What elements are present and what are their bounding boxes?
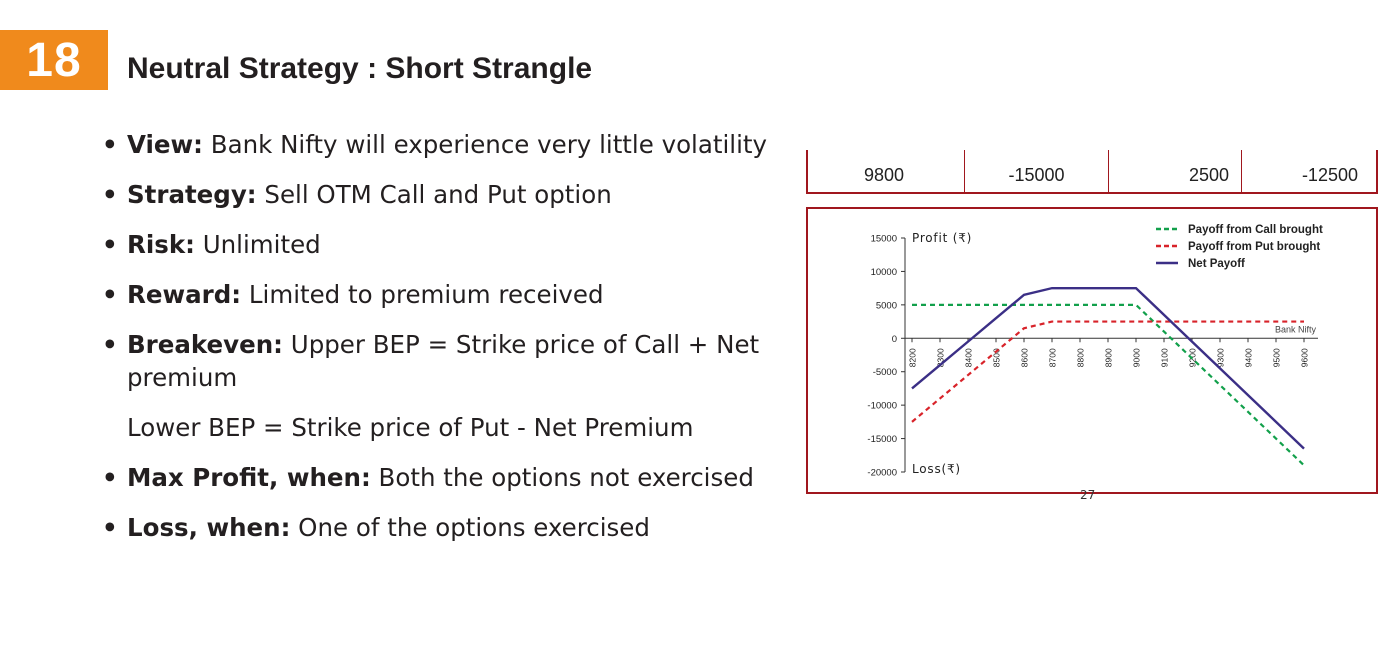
series-line-3 — [911, 286, 1305, 450]
x-tick-label: 9000 — [1132, 348, 1142, 367]
x-tick-label: 8800 — [1076, 348, 1086, 367]
bullet-view: • View: Bank Nifty will experience very … — [102, 128, 767, 161]
bullet-text: Bank Nifty will experience very little v… — [202, 130, 768, 159]
y-axis-label-profit: Profit (₹) — [912, 231, 972, 245]
table-cell-put-payoff: 2500 — [1108, 150, 1241, 192]
x-tick-label: 9600 — [1300, 348, 1310, 367]
table-cell-price: 9800 — [863, 165, 905, 185]
bullet-dot-icon: • — [102, 130, 118, 159]
x-tick-label: 8300 — [936, 348, 946, 367]
bullet-dot-icon: • — [102, 180, 118, 209]
slide-title: Neutral Strategy : Short Strangle — [127, 52, 593, 85]
y-tick-label: 5000 — [876, 300, 897, 311]
bullet-text: Unlimited — [194, 230, 321, 259]
bullet-breakeven: • Breakeven: Upper BEP = Strike price of… — [102, 328, 762, 394]
x-tick-label: 8500 — [992, 348, 1002, 367]
series-line-2 — [911, 320, 1304, 423]
page-number: 27 — [1080, 488, 1096, 502]
bullet-list: • View: Bank Nifty will experience very … — [102, 128, 767, 561]
bullet-text: Sell OTM Call and Put option — [256, 180, 612, 209]
x-tick-label: 9300 — [1216, 348, 1226, 367]
series-line-1 — [912, 303, 1305, 467]
bullet-text: Limited to premium received — [241, 280, 604, 309]
bullet-dot-icon: • — [102, 330, 118, 359]
bullet-text: Upper BEP = Strike price of Call + Net — [282, 330, 760, 359]
y-tick-label: -5000 — [873, 367, 897, 378]
y-tick-label: 15000 — [871, 234, 897, 245]
bullet-label: Loss, when: — [127, 513, 291, 542]
bullet-label: Strategy: — [127, 180, 257, 209]
payoff-table-row: 9800 -15000 2500 -12500 — [806, 150, 1378, 194]
x-tick-label: 8400 — [964, 348, 974, 367]
slide-number-badge: 18 — [0, 30, 108, 90]
bullet-dot-icon: • — [102, 280, 118, 309]
bullet-reward: • Reward: Limited to premium received — [102, 278, 762, 311]
bullet-label: Reward: — [127, 280, 242, 309]
payoff-chart: 15000 10000 5000 0 -5000 -10000 -15000 -20000 Pr… — [806, 207, 1378, 494]
bullet-risk: • Risk: Unlimited — [102, 228, 762, 261]
bullet-strategy: • Strategy: Sell OTM Call and Put option — [102, 178, 762, 211]
legend-label: Net Payoff — [1188, 258, 1245, 270]
y-tick-label: 0 — [892, 334, 897, 345]
x-tick-label: 9500 — [1272, 348, 1282, 367]
y-tick-label: -10000 — [867, 401, 897, 412]
x-tick-label: 9400 — [1244, 348, 1254, 367]
payoff-chart-svg: 15000 10000 5000 0 -5000 -10000 -15000 -20000 Pr… — [867, 224, 1323, 479]
y-axis-label-loss: Loss(₹) — [912, 462, 961, 476]
bullet-dot-icon: • — [102, 230, 118, 259]
x-tick-label: 9100 — [1160, 348, 1170, 367]
bullet-text: Both the options not exercised — [370, 463, 754, 492]
bullet-loss: • Loss, when: One of the options exercis… — [102, 511, 762, 544]
bullet-label: Risk: — [127, 230, 195, 259]
y-tick-label: 10000 — [871, 267, 897, 278]
bullet-continuation: premium — [127, 363, 238, 392]
x-tick-label: 8600 — [1020, 348, 1030, 367]
bullet-label: Max Profit, when: — [127, 463, 371, 492]
lower-bep-line: Lower BEP = Strike price of Put - Net Pr… — [127, 413, 694, 442]
bullet-label: Breakeven: — [127, 330, 283, 359]
x-axis-label: Bank Nifty — [1275, 324, 1317, 334]
bullet-max-profit: • Max Profit, when: Both the options not… — [102, 461, 762, 494]
bullet-dot-icon: • — [102, 513, 118, 542]
bullet-dot-icon: • — [102, 463, 118, 492]
bullet-text: One of the options exercised — [290, 513, 650, 542]
x-tick-label: 8900 — [1104, 348, 1114, 367]
x-tick-label: 8700 — [1048, 348, 1058, 367]
y-tick-label: -20000 — [867, 468, 897, 479]
legend-label: Payoff from Put brought — [1188, 241, 1320, 253]
legend-label: Payoff from Call brought — [1188, 224, 1323, 236]
table-cell-net-payoff: -12500 — [1241, 150, 1376, 192]
y-tick-label: -15000 — [867, 434, 897, 445]
x-tick-label: 8200 — [908, 348, 918, 367]
table-cell-call-payoff: -15000 — [964, 150, 1108, 192]
bullet-label: View: — [127, 130, 203, 159]
